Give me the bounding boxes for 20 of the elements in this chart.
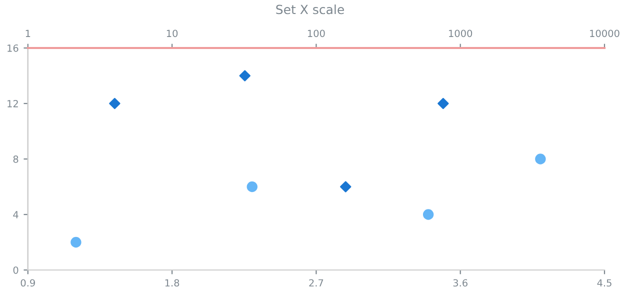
y-tick-label: 8	[13, 155, 18, 163]
x-tick-label: 1.8	[165, 279, 180, 287]
point	[535, 154, 546, 164]
x-tick-label: 3.6	[453, 279, 468, 287]
point	[246, 181, 258, 192]
point	[70, 236, 82, 248]
y-tick-label: 4	[13, 211, 18, 218]
chart-title: Set X scale	[276, 4, 344, 14]
x2-tick-label: 1	[26, 30, 30, 37]
x-tick-label: 4.5	[597, 279, 612, 287]
x2-tick-label: 1000	[449, 30, 472, 38]
x2-tick-label: 10	[166, 30, 178, 38]
x2-tick-label: 10000	[590, 30, 620, 38]
y-tick-label: 16	[8, 44, 18, 52]
y-tick-label: 0	[13, 266, 18, 274]
point	[422, 209, 434, 220]
x-tick-label: 2.7	[309, 279, 324, 286]
x-tick-label: 0.9	[20, 279, 35, 287]
x2-tick-label: 100	[308, 30, 325, 38]
y-tick-label: 12	[8, 100, 18, 108]
